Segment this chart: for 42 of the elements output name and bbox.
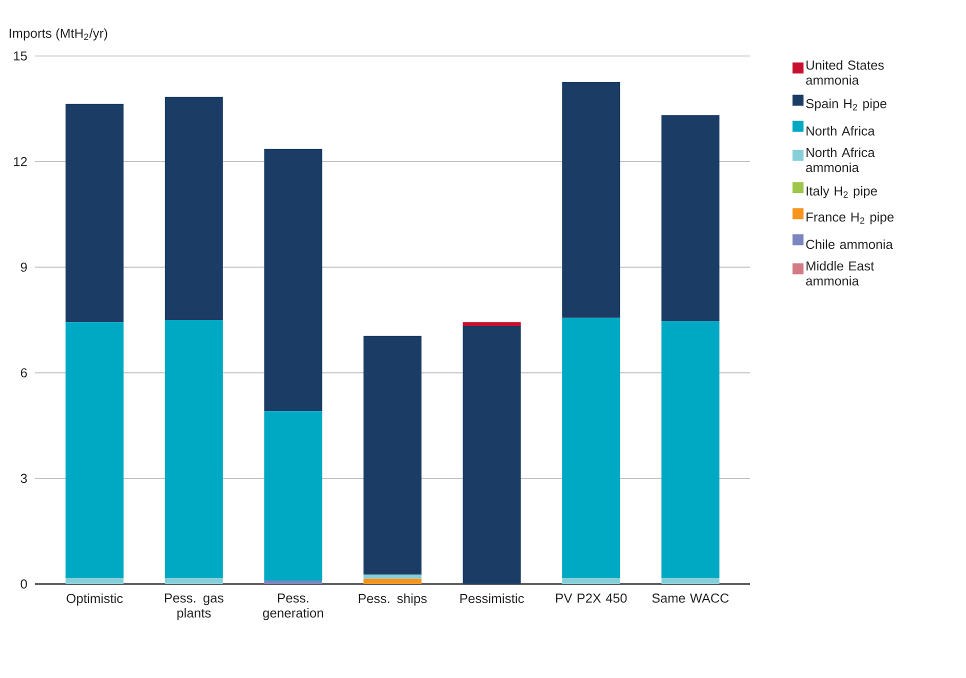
- x-tick-label: Optimistic: [66, 594, 123, 606]
- y-tick-label: 9: [20, 262, 27, 272]
- bar: [264, 580, 322, 584]
- y-tick-label: 12: [14, 157, 27, 166]
- legend-label: United States ammonia: [806, 60, 884, 85]
- bar: [264, 148, 322, 412]
- legend-label: Spain H$_{2}$ pipe: [806, 98, 886, 111]
- x-tick-label: Same WACC: [652, 594, 729, 603]
- x-tick-label: Pess. generation: [263, 594, 324, 620]
- bar: [364, 574, 422, 579]
- bar: [66, 322, 124, 578]
- y-tick-label: 6: [20, 368, 27, 378]
- bar: [562, 578, 620, 584]
- legend-label: Middle East ammonia: [806, 261, 874, 286]
- bar: [264, 411, 322, 580]
- x-tick-label: Pess. gas plants: [164, 594, 224, 620]
- x-tick-label: Pess. ships: [358, 594, 427, 606]
- bar: [164, 578, 223, 584]
- y-tick-label: 3: [20, 474, 27, 483]
- bar: [462, 326, 521, 584]
- bar: [66, 578, 124, 584]
- bar: [364, 578, 422, 584]
- legend-label: North Africa: [806, 126, 875, 136]
- y-tick-label: 0: [20, 579, 27, 589]
- bar: [562, 82, 620, 318]
- legend-label: North Africa ammonia: [806, 148, 875, 172]
- legend-label: Chile ammonia: [806, 239, 893, 250]
- legend-label: Italy H$_{2}$ pipe: [806, 186, 877, 198]
- bar: [661, 578, 720, 584]
- bar: [164, 96, 223, 320]
- bar: [562, 318, 620, 578]
- bar: [661, 115, 720, 322]
- x-tick-label: Pessimistic: [460, 594, 524, 604]
- legend-label: France H$_{2}$ pipe: [806, 212, 894, 224]
- bar: [661, 321, 720, 578]
- bar: [462, 322, 521, 326]
- bar: [364, 336, 422, 574]
- y-tick-label: 15: [14, 51, 27, 61]
- y-axis-title: Imports (MtH$_{2}$/yr): [10, 28, 108, 40]
- bar: [66, 104, 124, 322]
- x-tick-label: PV P2X 450: [556, 594, 627, 603]
- bar: [164, 320, 223, 578]
